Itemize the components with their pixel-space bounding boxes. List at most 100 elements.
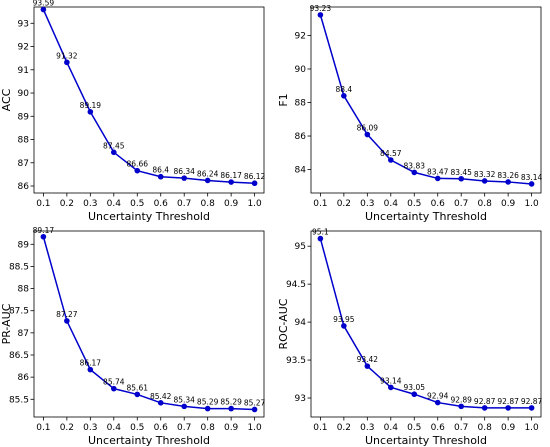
- chart-f1-plot-frame: [310, 6, 542, 194]
- chart-acc-x-tick-label: 0.1: [36, 199, 50, 209]
- chart-pr-auc-data-point: [204, 405, 211, 412]
- chart-pr-auc-x-tick-label: 0.7: [177, 423, 191, 433]
- chart-roc-auc-x-axis-label: Uncertainty Threshold: [365, 434, 487, 447]
- chart-pr-auc-y-tick-label: 87.5: [9, 307, 29, 317]
- chart-f1-data-point: [387, 157, 394, 163]
- chart-acc-data-label: 89.19: [80, 101, 102, 110]
- chart-f1-y-axis-label: F1: [277, 93, 290, 106]
- chart-pr-auc-data-label: 87.27: [56, 310, 78, 319]
- chart-acc-data-label: 91.32: [56, 51, 78, 60]
- chart-roc-auc-y-tick-label: 94: [295, 318, 307, 328]
- chart-roc-auc-x-tick-label: 0.7: [454, 423, 468, 433]
- chart-f1-y-tick-label: 90: [295, 65, 307, 75]
- chart-f1-data-label: 88.4: [336, 85, 353, 94]
- chart-roc-auc-y-axis-label: ROC-AUC: [277, 298, 290, 349]
- chart-roc-auc-data-label: 92.94: [427, 392, 449, 401]
- chart-roc-auc-data-label: 92.87: [497, 397, 519, 406]
- chart-pr-auc-x-tick-label: 0.1: [36, 423, 50, 433]
- chart-pr-auc-x-tick-label: 0.8: [201, 423, 216, 433]
- chart-acc-data-label: 93.59: [33, 0, 55, 8]
- chart-f1-x-tick-label: 0.7: [454, 199, 468, 209]
- chart-pr-auc-x-tick-label: 0.3: [83, 423, 97, 433]
- chart-roc-auc-data-label: 95.1: [312, 228, 329, 237]
- chart-acc-data-point: [157, 173, 164, 180]
- chart-acc-y-tick-label: 92: [18, 43, 29, 53]
- chart-pr-auc-x-tick-label: 0.5: [130, 423, 144, 433]
- chart-pr-auc-x-tick-label: 0.4: [107, 423, 122, 433]
- chart-acc-x-tick-label: 1.0: [247, 199, 262, 209]
- chart-f1-x-tick-label: 1.0: [524, 199, 539, 209]
- chart-pr-auc-data-point: [64, 318, 70, 324]
- chart-roc-auc-data-label: 93.14: [380, 376, 402, 385]
- chart-acc-data-label: 86.4: [152, 166, 169, 175]
- chart-roc-auc-y-tick-label: 95: [295, 242, 306, 252]
- chart-f1-data-point: [505, 179, 511, 185]
- chart-roc-auc-data-point: [341, 323, 347, 329]
- chart-f1-x-tick-label: 0.6: [431, 199, 446, 209]
- chart-pr-auc-data-point: [157, 400, 164, 406]
- chart-acc-data-point: [110, 149, 117, 156]
- chart-pr-auc-data-point: [40, 233, 47, 240]
- chart-acc-y-tick-label: 91: [18, 66, 29, 76]
- chart-f1-data-point: [481, 178, 488, 184]
- chart-f1-data-point: [411, 169, 418, 176]
- chart-f1-x-tick-label: 0.8: [478, 199, 493, 209]
- chart-f1-y-tick-label: 92: [295, 31, 306, 41]
- chart-roc-auc-plot-frame: [310, 230, 542, 418]
- chart-pr-auc-data-label: 85.27: [244, 398, 266, 407]
- chart-pr-auc-data-point: [228, 405, 234, 412]
- chart-roc-auc-y-tick-label: 93.5: [286, 356, 306, 366]
- chart-f1-data-label: 83.26: [497, 171, 519, 180]
- chart-pr-auc-data-point: [110, 385, 117, 392]
- chart-f1-data-label: 93.23: [310, 4, 332, 13]
- chart-roc-auc-y-tick-label: 94.5: [286, 280, 306, 290]
- chart-acc-x-tick-label: 0.9: [224, 199, 239, 209]
- chart-pr-auc-data-point: [181, 403, 188, 410]
- chart-acc-x-tick-label: 0.5: [130, 199, 144, 209]
- chart-acc-x-tick-label: 0.2: [60, 199, 74, 209]
- chart-roc-auc-x-tick-label: 0.2: [337, 423, 351, 433]
- chart-roc-auc-y-tick-label: 93: [295, 394, 306, 404]
- chart-roc-auc-data-point: [458, 403, 465, 410]
- chart-f1-data-point: [317, 12, 324, 18]
- chart-acc-series-line: [42, 9, 255, 184]
- chart-pr-auc-y-tick-label: 89: [18, 240, 30, 250]
- chart-acc-y-axis-label: ACC: [0, 88, 13, 111]
- chart-f1-data-point: [364, 131, 371, 138]
- chart-acc-data-point: [87, 109, 94, 115]
- chart-acc-data-point: [181, 175, 188, 181]
- chart-f1-data-label: 83.47: [427, 167, 449, 176]
- chart-acc-x-axis-label: Uncertainty Threshold: [88, 210, 210, 223]
- chart-pr-auc-x-axis-label: Uncertainty Threshold: [88, 434, 210, 447]
- chart-f1-x-tick-label: 0.9: [501, 199, 516, 209]
- chart-f1-x-axis-label: Uncertainty Threshold: [365, 210, 487, 223]
- chart-roc-auc-data-label: 92.89: [450, 395, 472, 404]
- chart-pr-auc-data-label: 86.17: [80, 359, 102, 368]
- chart-roc-auc-data-label: 92.87: [474, 397, 496, 406]
- chart-acc-data-point: [40, 6, 47, 13]
- chart-f1-data-label: 83.32: [474, 170, 496, 179]
- chart-pr-auc-data-label: 85.42: [150, 392, 172, 401]
- chart-pr-auc-data-label: 89.17: [33, 226, 55, 235]
- chart-pr-auc-y-tick-label: 88: [18, 285, 30, 295]
- chart-acc-data-label: 86.66: [127, 160, 149, 169]
- chart-pr-auc-x-tick-label: 0.9: [224, 423, 239, 433]
- chart-acc-data-label: 87.45: [103, 141, 125, 150]
- chart-f1-data-point: [341, 93, 347, 99]
- chart-acc-data-label: 86.24: [197, 169, 219, 178]
- chart-pr-auc-y-tick-label: 88.5: [9, 262, 29, 272]
- chart-pr-auc-data-point: [251, 406, 258, 413]
- chart-f1-data-point: [434, 175, 441, 182]
- chart-acc-x-tick-label: 0.3: [83, 199, 97, 209]
- chart-roc-auc-series-line: [319, 238, 532, 409]
- chart-f1-y-tick-label: 84: [295, 166, 307, 176]
- chart-pr-auc-data-label: 85.61: [127, 383, 149, 392]
- chart-roc-auc-x-tick-label: 0.6: [431, 423, 446, 433]
- chart-f1-y-tick-label: 86: [295, 132, 307, 142]
- chart-acc-y-tick-label: 86: [18, 182, 30, 192]
- chart-acc-data-point: [228, 179, 234, 185]
- chart-pr-auc-x-tick-label: 1.0: [247, 423, 262, 433]
- chart-f1-panel: 0.1 0.2 0.3 0.4 0.5 0.6 0.7 0.8 0.9 1.0 84 86 88 90 92…: [277, 4, 543, 223]
- chart-roc-auc-data-point: [528, 405, 535, 411]
